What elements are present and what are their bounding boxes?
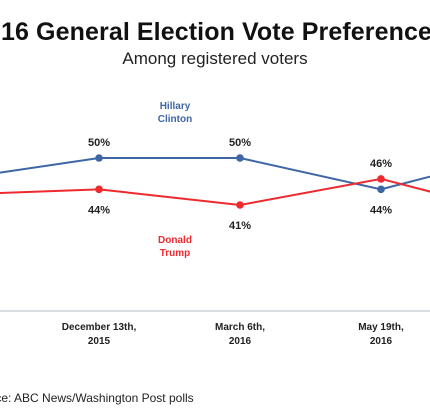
trump-data-point xyxy=(236,201,244,209)
clinton-data-point xyxy=(95,154,103,162)
chart-subtitle: Among registered voters xyxy=(122,49,308,68)
clinton-value-label: 44% xyxy=(370,204,392,216)
trump-series-name: Donald Trump xyxy=(158,235,192,259)
trump-value-label: 44% xyxy=(88,204,110,216)
clinton-data-point xyxy=(377,185,385,194)
x-tick-label: December 13th, 2015 xyxy=(62,322,137,347)
clinton-data-point xyxy=(236,154,244,162)
trump-data-point xyxy=(377,175,385,183)
clinton-value-label: 50% xyxy=(88,137,110,149)
trump-value-label: 41% xyxy=(229,220,251,232)
chart-source: Source: ABC News/Washington Post polls xyxy=(0,391,194,405)
clinton-series-name: Hillary Clinton xyxy=(158,101,192,125)
chart-title: 2016 General Election Vote Preference xyxy=(0,18,430,46)
clinton-value-label: 50% xyxy=(229,137,251,149)
x-tick-label: March 6th, 2016 xyxy=(215,322,265,347)
trump-series-line xyxy=(0,177,430,207)
clinton-series-line xyxy=(0,157,430,191)
trump-data-point xyxy=(95,185,103,194)
x-tick-label: May 19th, 2016 xyxy=(358,322,404,347)
trump-value-label: 46% xyxy=(370,158,392,170)
